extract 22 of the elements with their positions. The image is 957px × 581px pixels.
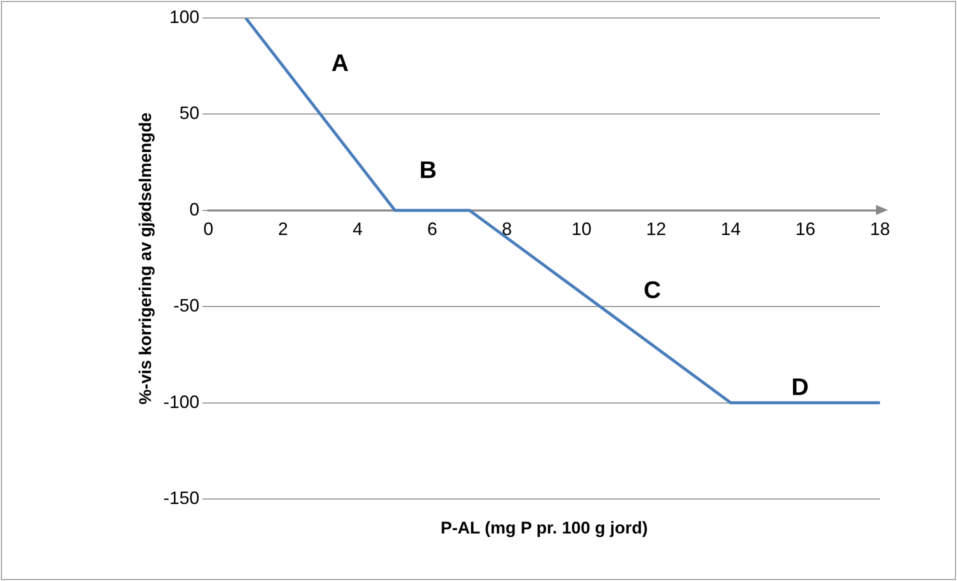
annotation: C bbox=[644, 276, 662, 304]
annotation: B bbox=[419, 157, 437, 184]
x-tick-label: 2 bbox=[278, 219, 288, 240]
y-tick-label: -150 bbox=[163, 488, 200, 508]
x-tick-label: 0 bbox=[203, 219, 214, 240]
y-tick-label: 100 bbox=[169, 6, 200, 27]
annotation: A bbox=[331, 50, 349, 77]
annotation: D bbox=[791, 374, 809, 401]
x-tick-label: 16 bbox=[795, 219, 816, 240]
x-tick-label: 8 bbox=[502, 219, 512, 240]
y-tick-label: -100 bbox=[163, 392, 200, 412]
x-tick-label: 4 bbox=[352, 219, 363, 240]
x-tick-label: 14 bbox=[720, 219, 741, 240]
x-axis-title: P-AL (mg P pr. 100 g jord) bbox=[440, 518, 648, 538]
y-axis-title: %-vis korrigering av gjødselmengde bbox=[136, 112, 155, 404]
y-tick-label: -50 bbox=[173, 296, 200, 316]
x-tick-label: 10 bbox=[572, 219, 592, 240]
y-tick-label: 50 bbox=[179, 103, 200, 124]
x-tick-label: 6 bbox=[427, 219, 438, 240]
x-tick-label: 18 bbox=[870, 219, 890, 240]
x-tick-label: 12 bbox=[646, 219, 666, 240]
y-tick-label: 0 bbox=[189, 199, 200, 220]
